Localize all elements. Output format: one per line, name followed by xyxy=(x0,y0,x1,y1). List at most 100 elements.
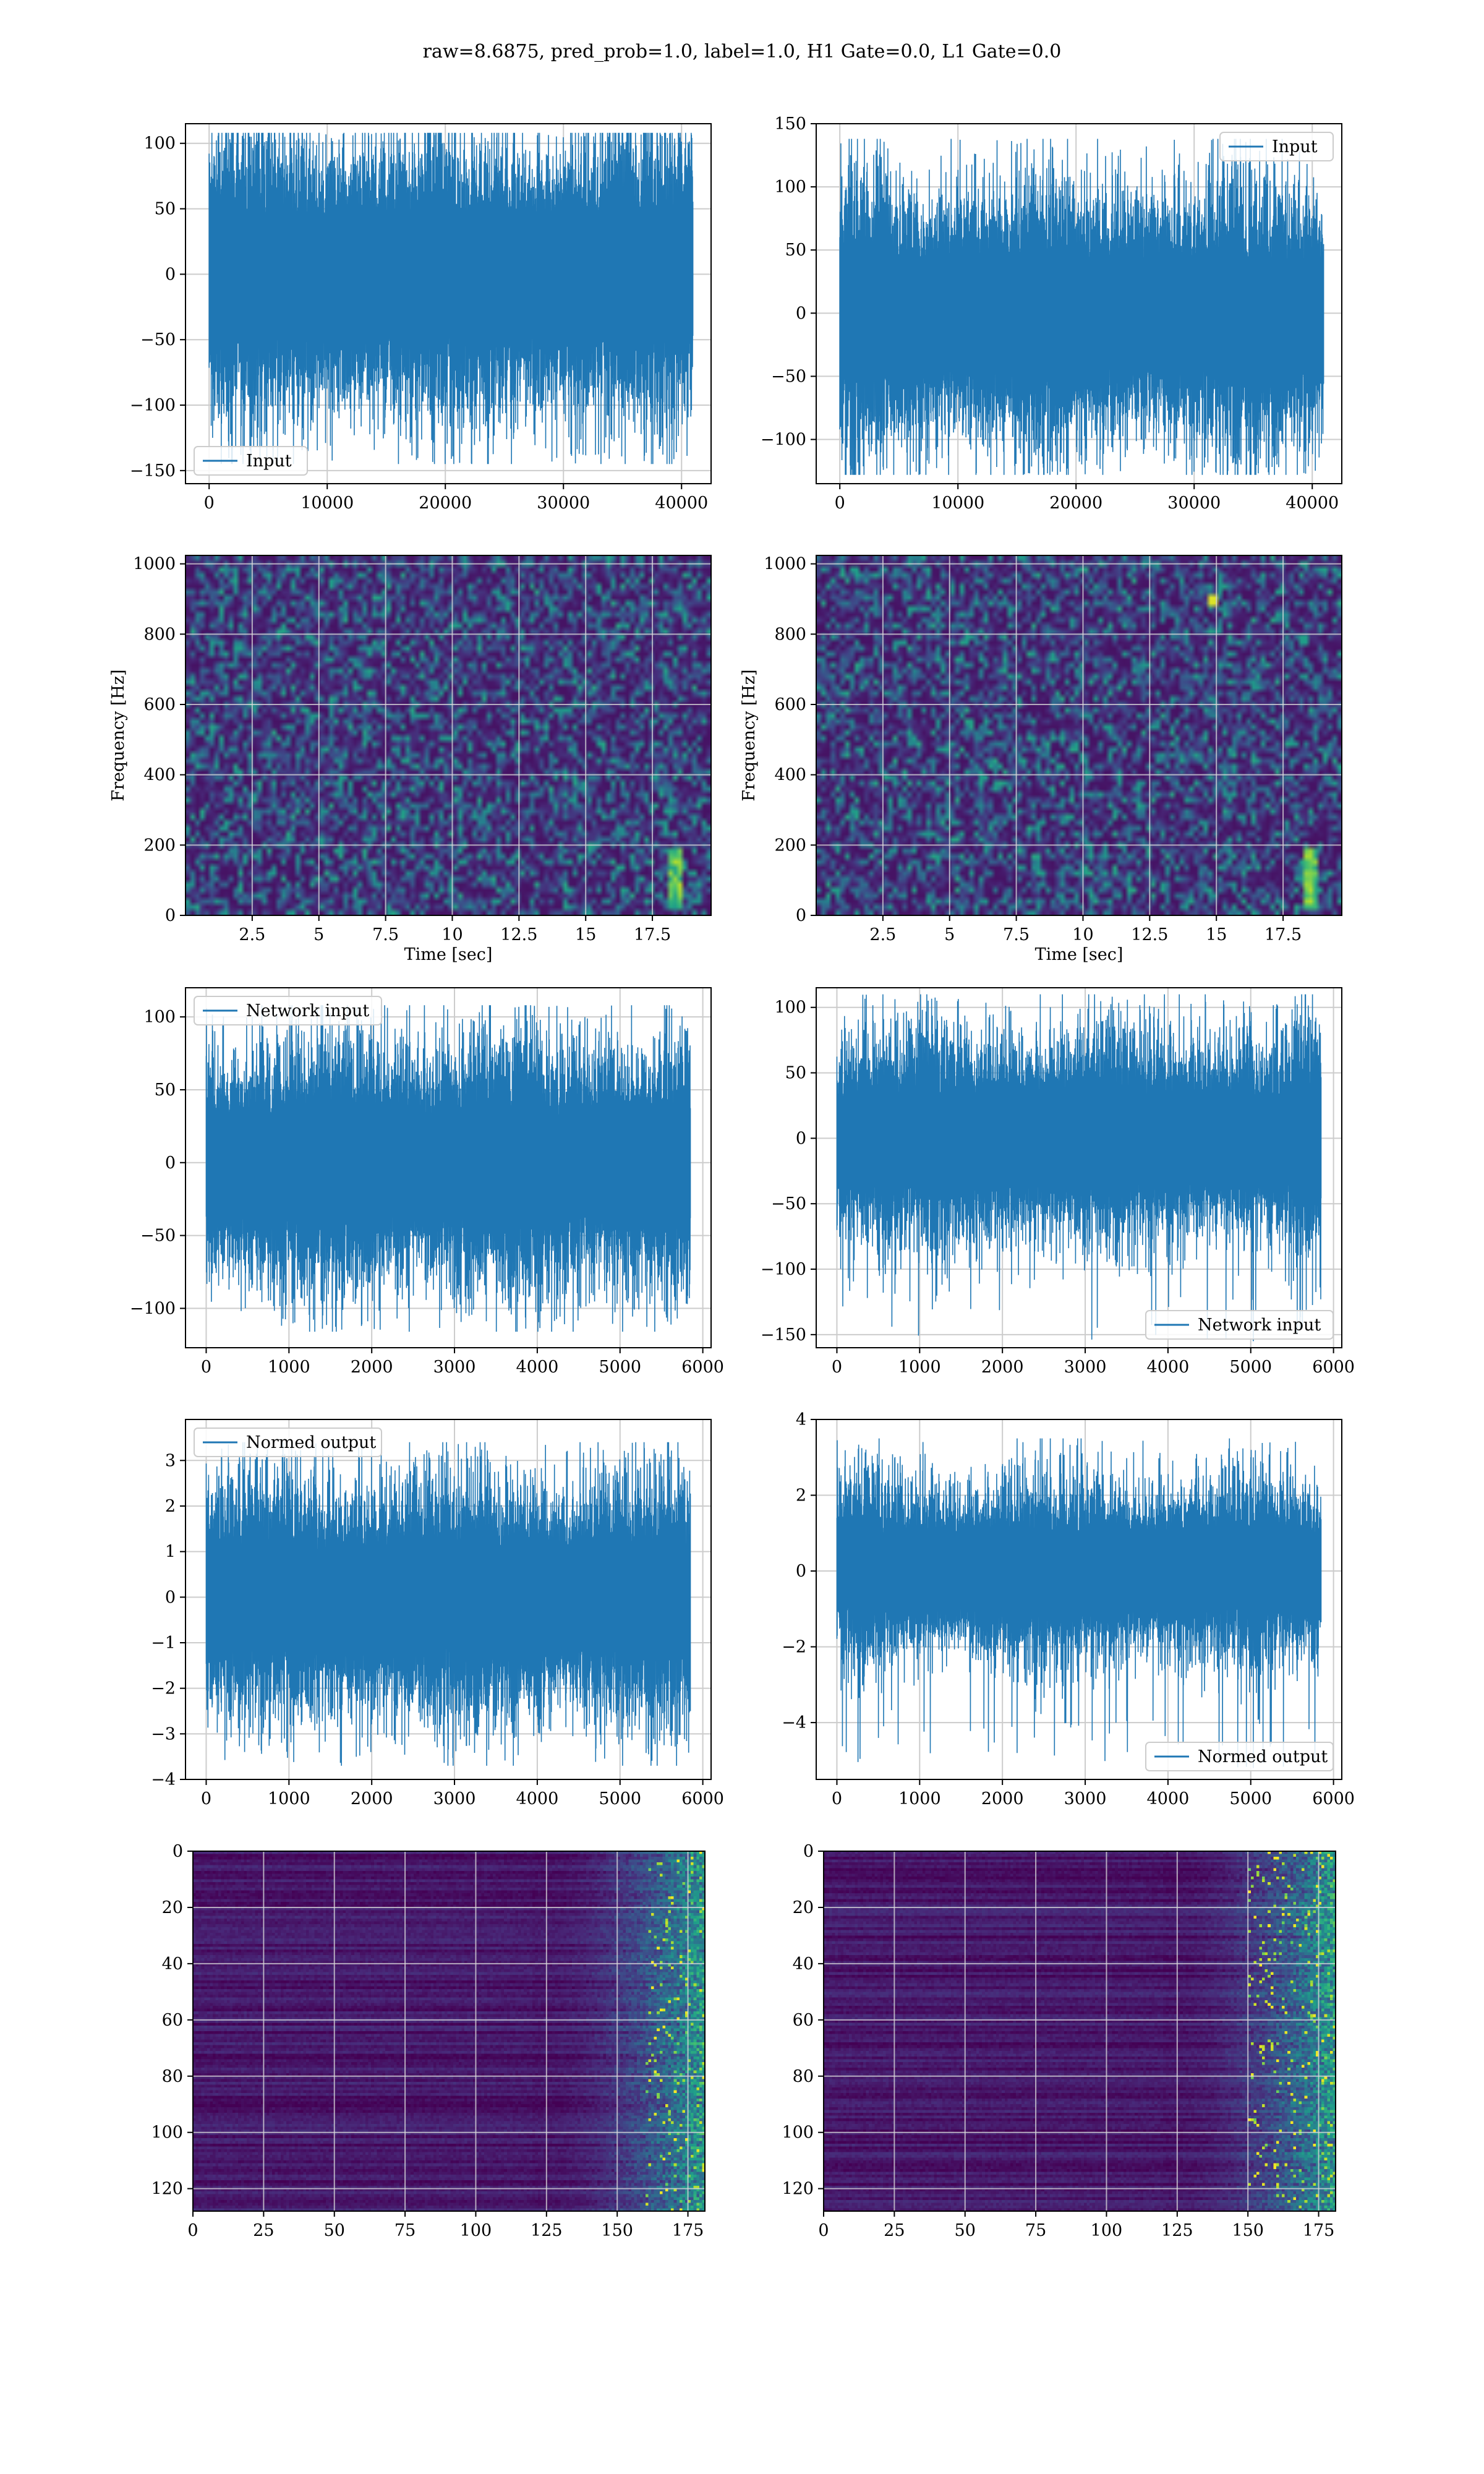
y-tick-label: −50 xyxy=(771,367,806,386)
series-line xyxy=(208,132,694,464)
y-tick-label: −50 xyxy=(771,1194,806,1213)
x-tick-label: 4000 xyxy=(1147,1789,1190,1808)
x-tick-label: 6000 xyxy=(1312,1789,1355,1808)
x-tick-label: 150 xyxy=(1232,2221,1264,2240)
y-tick-label: 1000 xyxy=(133,555,176,574)
y-tick-label: −4 xyxy=(151,1770,176,1789)
x-tick-label: 15 xyxy=(1206,925,1227,944)
heatmap-image xyxy=(824,1851,1336,2211)
x-tick-label: 25 xyxy=(884,2221,905,2240)
series-line xyxy=(836,994,1322,1342)
legend: Input xyxy=(194,446,308,476)
x-tick-label: 10 xyxy=(1072,925,1093,944)
x-tick-label: 50 xyxy=(955,2221,976,2240)
x-tick-label: 30000 xyxy=(537,494,590,513)
x-tick-label: 5 xyxy=(313,925,324,944)
legend-box xyxy=(1145,1742,1334,1771)
x-tick-label: 5000 xyxy=(1229,1789,1272,1808)
y-tick-label: 80 xyxy=(162,2067,183,2086)
y-tick-label: 60 xyxy=(162,2011,183,2030)
y-tick-label: −100 xyxy=(761,1260,806,1279)
legend-box xyxy=(194,1427,382,1457)
y-tick-label: 2 xyxy=(796,1486,806,1505)
y-tick-label: −150 xyxy=(130,461,176,481)
x-tick-label: 6000 xyxy=(1312,1358,1355,1377)
y-tick-label: −1 xyxy=(151,1633,176,1653)
y-tick-label: −4 xyxy=(782,1713,806,1732)
y-tick-label: 0 xyxy=(803,1842,814,1861)
x-tick-label: 100 xyxy=(460,2221,492,2240)
axes-frame xyxy=(185,987,712,1348)
series-line xyxy=(205,1005,691,1332)
y-tick-label: 400 xyxy=(143,766,176,785)
subplot-features-h1: 0 25 50 75 100 125 150 175 0 20 40 60 80 100 120 xyxy=(151,1842,706,2240)
subplot-network-input-l1: 0 1000 2000 3000 4000 5000 6000 −150 −100 −50 0 50 1… xyxy=(761,987,1355,1377)
legend-label: Normed output xyxy=(1198,1747,1328,1766)
x-tick-label: 5 xyxy=(944,925,955,944)
x-tick-label: 2000 xyxy=(351,1789,393,1808)
x-tick-label: 3000 xyxy=(1064,1358,1107,1377)
y-tick-label: 20 xyxy=(793,1898,814,1917)
y-tick-label: 800 xyxy=(143,625,176,644)
legend: Input xyxy=(1219,132,1334,161)
x-tick-label: 2000 xyxy=(351,1358,393,1377)
y-tick-label: 1000 xyxy=(764,555,806,574)
y-tick-label: −50 xyxy=(140,1226,176,1246)
x-tick-label: 6000 xyxy=(681,1358,724,1377)
y-tick-label: −100 xyxy=(130,1299,176,1318)
y-tick-label: 0 xyxy=(796,1562,806,1581)
axes-frame xyxy=(816,987,1342,1348)
x-tick-label: 7.5 xyxy=(1003,925,1030,944)
y-tick-label: 120 xyxy=(151,2180,183,2199)
x-tick-label: 1000 xyxy=(268,1789,310,1808)
x-tick-label: 4000 xyxy=(516,1789,559,1808)
legend-box xyxy=(1145,1310,1334,1340)
series-line xyxy=(205,1442,691,1766)
x-tick-label: 125 xyxy=(531,2221,563,2240)
legend-box xyxy=(194,446,308,476)
x-tick-label: 1000 xyxy=(268,1358,310,1377)
heatmap-image xyxy=(816,555,1342,915)
axes-frame xyxy=(185,555,712,916)
x-tick-label: 1000 xyxy=(898,1789,941,1808)
y-axis-label: Frequency [Hz] xyxy=(109,669,128,801)
figure-title: raw=8.6875, pred_prob=1.0, label=1.0, H1… xyxy=(422,41,1062,62)
y-tick-label: 600 xyxy=(774,695,806,714)
axes-frame xyxy=(823,1851,1336,2212)
y-tick-label: 40 xyxy=(162,1954,183,1974)
y-tick-label: 0 xyxy=(796,304,806,323)
axes-frame xyxy=(192,1851,706,2212)
y-tick-label: 100 xyxy=(782,2123,814,2142)
x-tick-label: 10000 xyxy=(931,494,984,513)
y-tick-label: 50 xyxy=(155,200,176,219)
subplot-strain-l1: 0 10000 20000 30000 40000 −100 −50 0 50 100 150 Inp… xyxy=(761,114,1342,513)
x-tick-label: 6000 xyxy=(681,1789,724,1808)
x-tick-label: 175 xyxy=(1303,2221,1335,2240)
y-tick-label: 0 xyxy=(796,906,806,925)
x-axis-label: Time [sec] xyxy=(1035,945,1124,964)
x-tick-label: 17.5 xyxy=(634,925,671,944)
y-tick-label: 0 xyxy=(165,1154,176,1173)
x-tick-label: 20000 xyxy=(419,494,472,513)
legend-label: Input xyxy=(1272,137,1318,156)
x-tick-label: 0 xyxy=(835,494,845,513)
x-tick-label: 17.5 xyxy=(1264,925,1302,944)
legend: Normed output xyxy=(1145,1742,1334,1771)
x-tick-label: 3000 xyxy=(433,1358,476,1377)
x-tick-label: 0 xyxy=(201,1789,211,1808)
subplot-features-l1: 0 25 50 75 100 125 150 175 0 20 40 60 80 100 120 xyxy=(782,1842,1336,2240)
y-tick-label: −2 xyxy=(151,1679,176,1698)
legend-label: Network input xyxy=(246,1001,369,1021)
y-tick-label: 50 xyxy=(785,241,806,260)
y-tick-label: −100 xyxy=(761,430,806,450)
y-tick-label: 150 xyxy=(774,114,806,134)
y-tick-label: 800 xyxy=(774,625,806,644)
subplot-normed-output-h1: 0 1000 2000 3000 4000 5000 6000 −4 −3 −2 −1 0 1 2 3 Nor… xyxy=(151,1419,724,1808)
y-tick-label: 120 xyxy=(782,2180,814,2199)
series-line xyxy=(839,139,1324,475)
legend-label: Network input xyxy=(1198,1316,1321,1335)
x-tick-label: 125 xyxy=(1161,2221,1193,2240)
x-tick-label: 0 xyxy=(832,1358,842,1377)
y-tick-label: 50 xyxy=(785,1064,806,1083)
